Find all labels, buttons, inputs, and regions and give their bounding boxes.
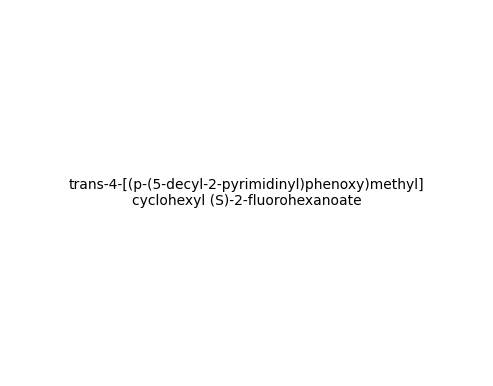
Text: trans-4-[(p-(5-decyl-2-pyrimidinyl)phenoxy)methyl]
cyclohexyl (S)-2-fluorohexano: trans-4-[(p-(5-decyl-2-pyrimidinyl)pheno…	[69, 178, 424, 208]
